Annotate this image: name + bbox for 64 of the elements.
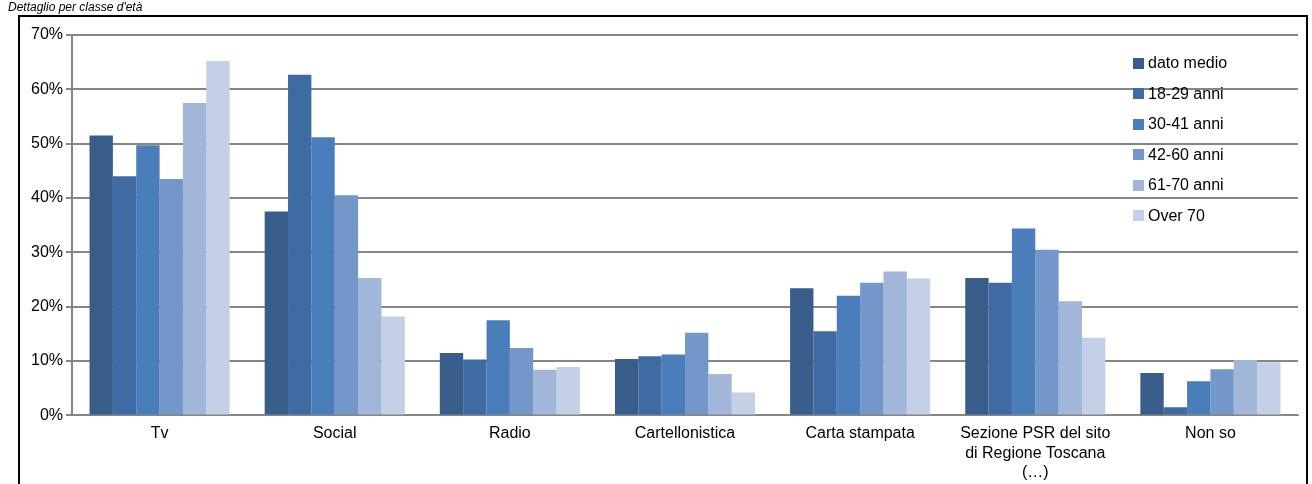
bar (533, 369, 557, 415)
bar (1140, 373, 1164, 415)
chart-title: Dettaglio per classe d'età (8, 0, 143, 14)
bar (638, 356, 662, 415)
bar (288, 74, 312, 415)
bar (1187, 381, 1211, 415)
bar (556, 367, 580, 415)
bar (1058, 301, 1082, 415)
bar (358, 277, 382, 415)
legend-label: 18-29 anni (1148, 84, 1224, 103)
bar (159, 179, 183, 415)
bar (1210, 369, 1234, 415)
y-tick-label: 40% (30, 188, 64, 206)
bar (439, 352, 464, 415)
bar (136, 145, 160, 415)
bar (1163, 407, 1188, 415)
bar (206, 61, 230, 415)
y-tick-label: 30% (30, 242, 64, 260)
bar (1011, 228, 1036, 415)
legend-label: dato medio (1148, 54, 1228, 73)
y-tick-label: 70% (30, 25, 64, 43)
bar (311, 137, 335, 415)
bar (883, 271, 907, 415)
bar (661, 354, 686, 415)
y-tick-label: 0% (39, 405, 64, 423)
legend-label: 61-70 anni (1148, 176, 1224, 195)
y-tick-label: 50% (30, 134, 64, 152)
y-tick-label: 20% (30, 297, 64, 315)
bar (860, 282, 884, 415)
legend-label: Over 70 (1148, 206, 1205, 225)
bar (486, 320, 510, 415)
bar (89, 135, 113, 415)
x-tick-label: Carta stampata (805, 424, 915, 442)
bar (463, 359, 487, 415)
bar (685, 332, 709, 415)
bar (264, 211, 289, 415)
bar (509, 348, 534, 415)
bar (1081, 337, 1106, 415)
bar (112, 176, 137, 415)
bar (708, 374, 732, 415)
bar (988, 282, 1012, 415)
bar (813, 331, 837, 415)
bar (1233, 359, 1258, 415)
x-tick-label: Tv (150, 424, 169, 442)
x-tick-label: Cartellonistica (634, 424, 736, 442)
bar (334, 195, 359, 415)
bar (906, 278, 931, 415)
legend-label: 42-60 anni (1148, 145, 1224, 164)
bar (790, 288, 814, 415)
bar (1257, 362, 1281, 415)
bar (614, 358, 639, 415)
x-tick-label: Radio (488, 424, 531, 442)
y-tick-label: 10% (30, 351, 64, 369)
x-tick-label: Sezione PSR del sito di Regione Toscana (…) (960, 424, 1111, 480)
bar (182, 102, 207, 415)
bar (731, 392, 756, 415)
bar (836, 295, 861, 415)
bar (1035, 249, 1059, 415)
legend-label: 30-41 anni (1148, 115, 1224, 134)
y-tick-label: 60% (30, 79, 64, 97)
x-tick-label: Non so (1185, 424, 1236, 442)
bar (965, 277, 989, 415)
bar (381, 316, 405, 415)
x-tick-label: Social (312, 424, 357, 442)
